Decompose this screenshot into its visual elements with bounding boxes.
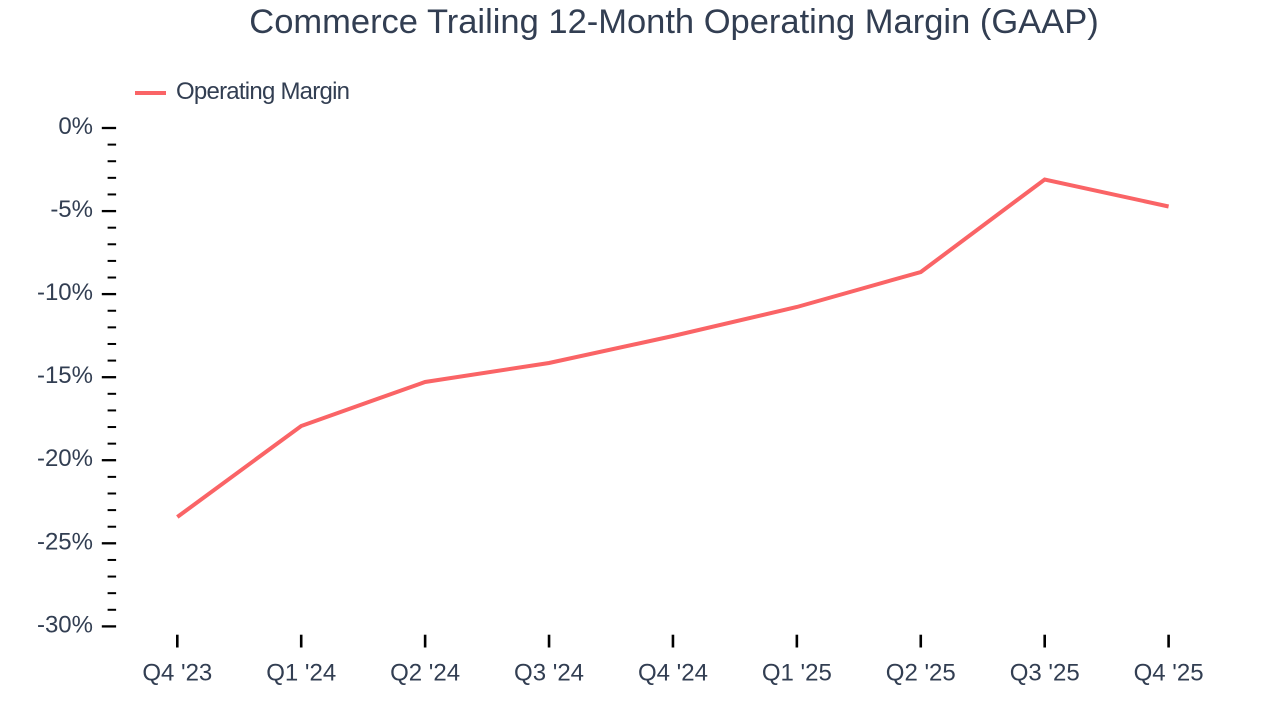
svg-text:0%: 0%	[58, 113, 93, 140]
svg-text:Q3 '25: Q3 '25	[1010, 660, 1080, 687]
svg-text:Q4 '25: Q4 '25	[1134, 660, 1204, 687]
svg-text:Q3 '24: Q3 '24	[514, 660, 584, 687]
svg-text:Q2 '25: Q2 '25	[886, 660, 956, 687]
svg-text:-25%: -25%	[37, 528, 93, 555]
svg-text:Q2 '24: Q2 '24	[390, 660, 460, 687]
svg-text:Operating Margin: Operating Margin	[176, 78, 350, 105]
svg-text:Q4 '23: Q4 '23	[142, 660, 212, 687]
svg-text:-15%: -15%	[37, 362, 93, 389]
svg-text:Q4 '24: Q4 '24	[638, 660, 708, 687]
svg-text:Q1 '24: Q1 '24	[266, 660, 336, 687]
svg-text:-20%: -20%	[37, 445, 93, 472]
svg-text:Commerce Trailing 12-Month Ope: Commerce Trailing 12-Month Operating Mar…	[249, 3, 1098, 41]
svg-text:-10%: -10%	[37, 279, 93, 306]
svg-text:-30%: -30%	[37, 611, 93, 638]
svg-text:-5%: -5%	[50, 196, 93, 223]
svg-text:Q1 '25: Q1 '25	[762, 660, 832, 687]
